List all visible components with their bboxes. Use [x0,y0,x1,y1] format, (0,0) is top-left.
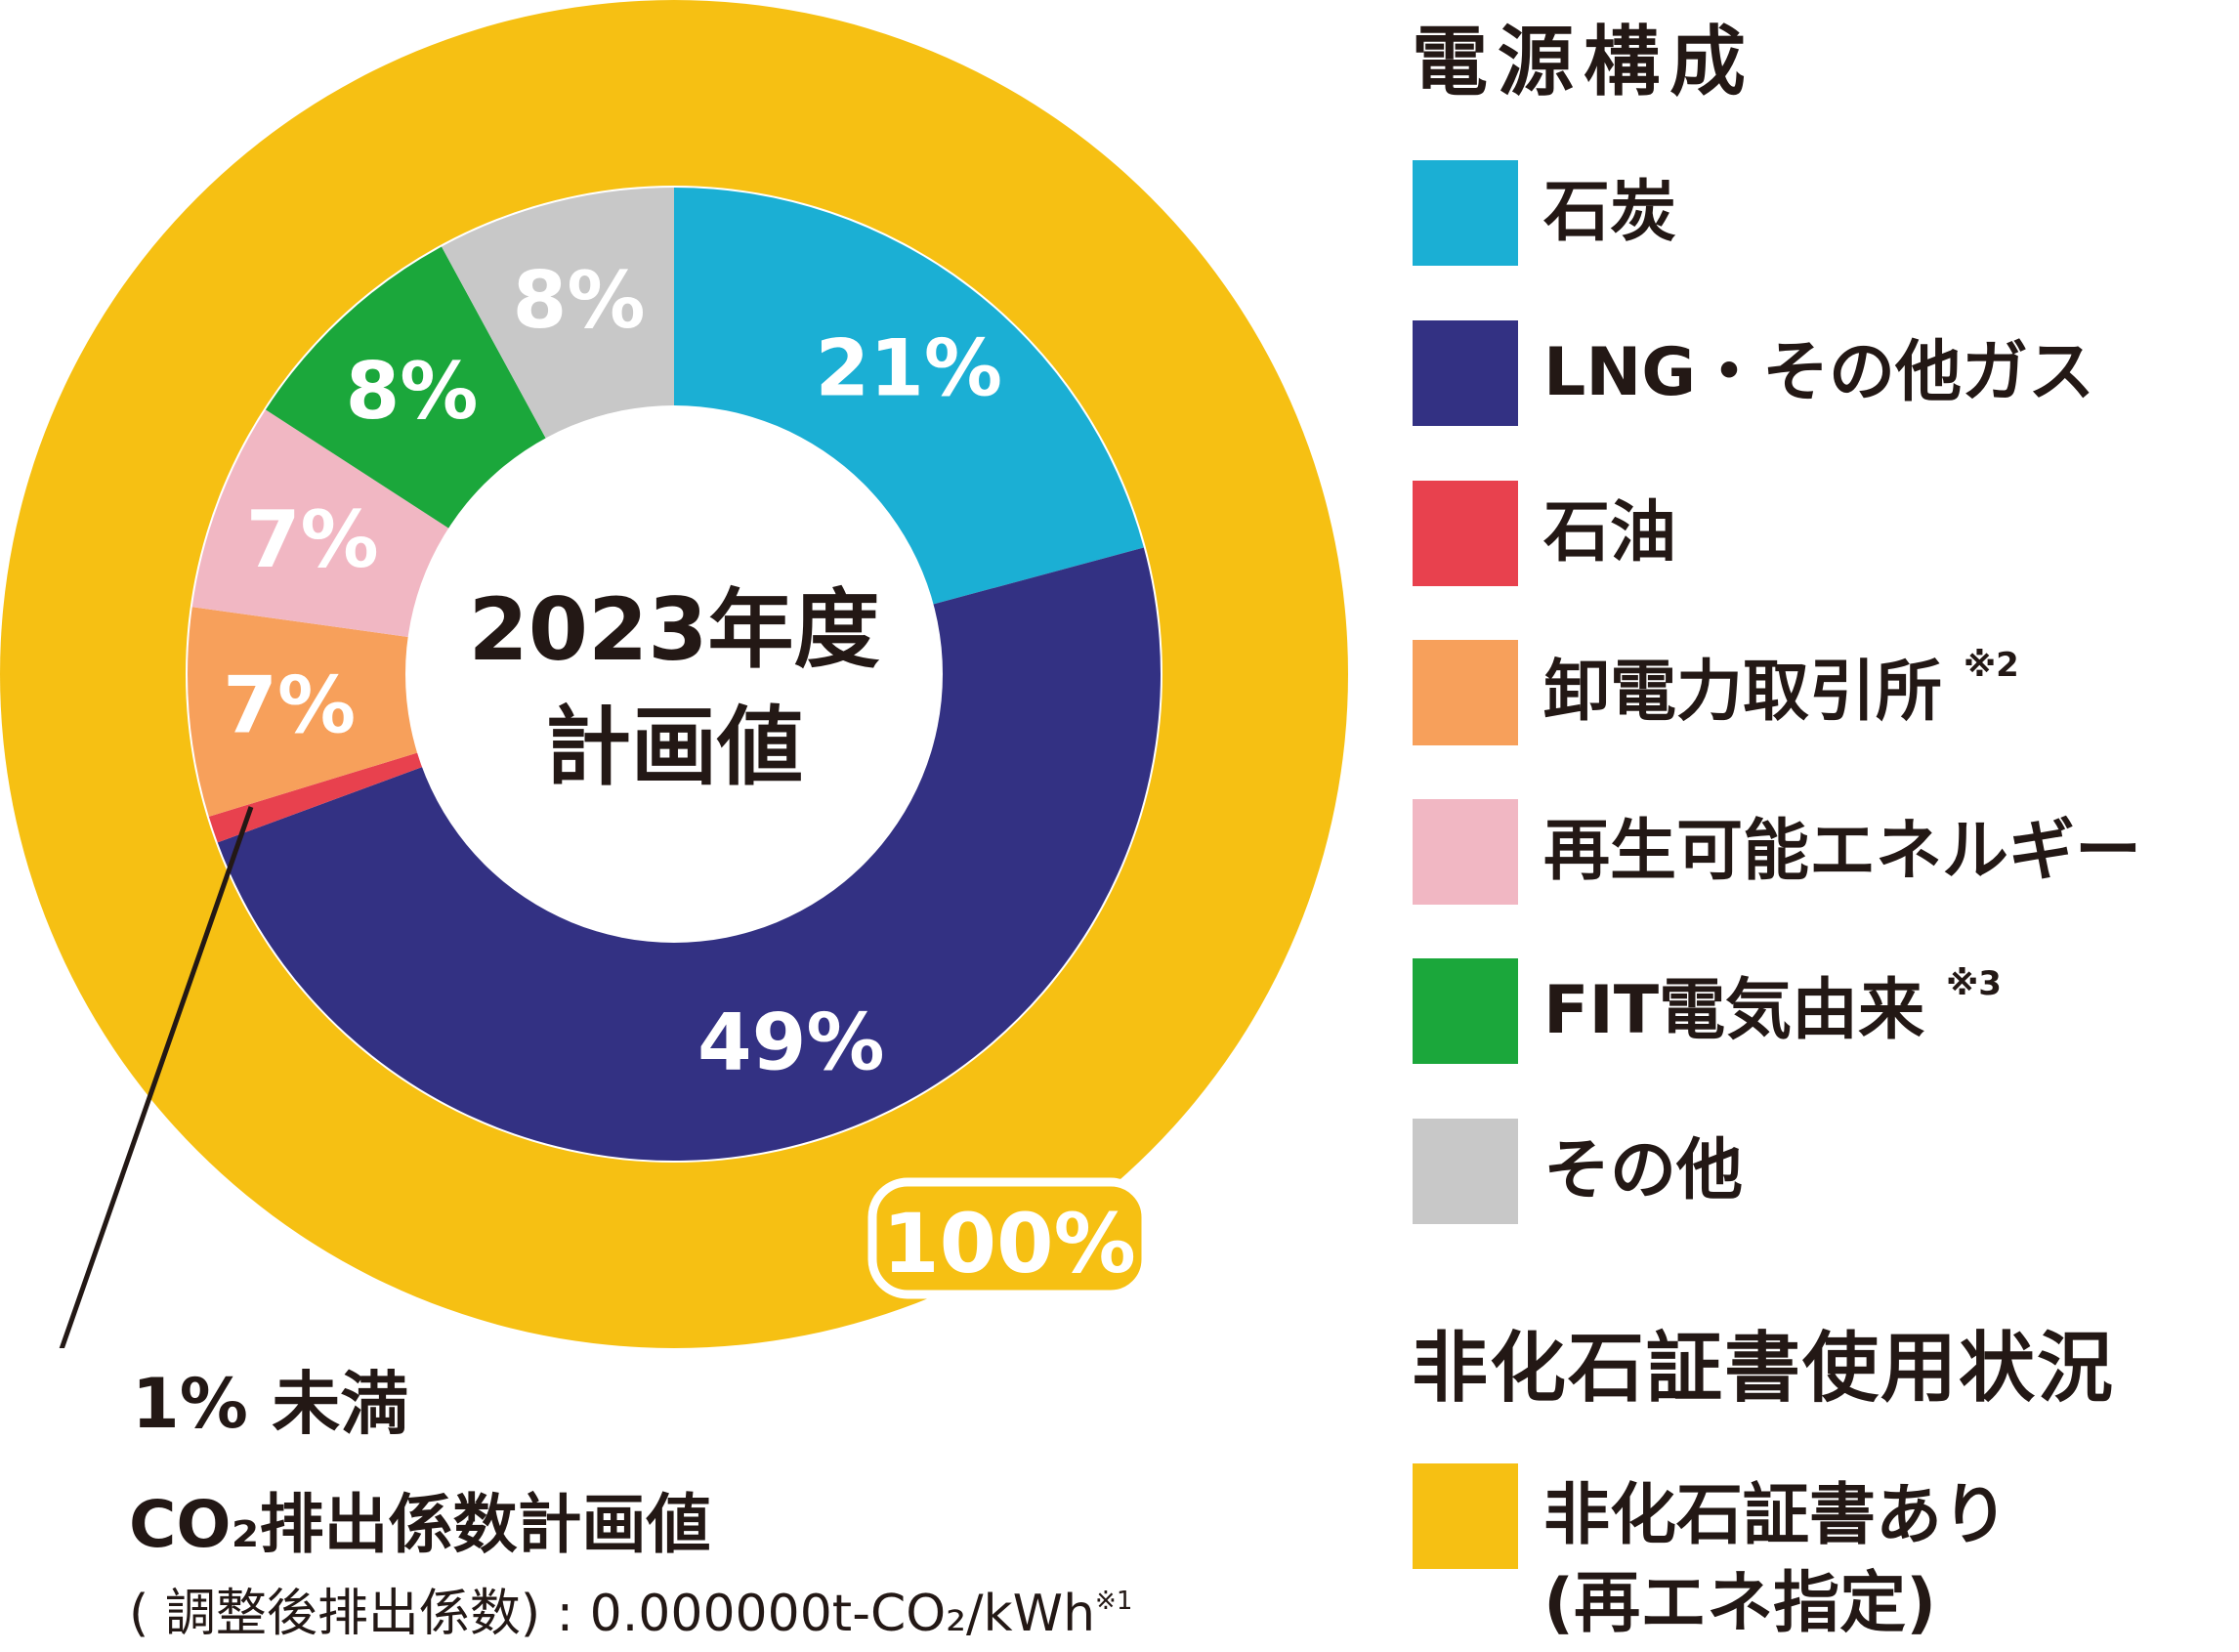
legend-swatch-certificate [1413,1463,1518,1569]
legend-swatch-other [1413,1119,1518,1224]
legend-item-renewable: 再生可能エネルギー [1413,799,2141,905]
legend-title-certificate: 非化石証書使用状況 [1412,1325,2116,1413]
outer-ring-value-badge: 100% [867,1177,1151,1299]
legend-swatch-coal [1413,160,1518,266]
legend-swatch-fit [1413,958,1518,1064]
donut-hole [405,405,943,943]
legend-swatch-oil [1413,481,1518,586]
legend-item-other: その他 [1413,1119,1743,1224]
legend-label-coal: 石炭 [1543,174,1677,251]
center-label-plan: 計画値 [545,697,803,797]
legend-title-power-mix: 電源構成 [1412,19,1756,106]
legend-swatch-exchange [1413,640,1518,745]
outer-ring-value-label: 100% [882,1196,1136,1292]
legend-item-exchange: 卸電力取引所 ※2 [1413,640,2019,745]
co2-detail-note: ※1 [1095,1587,1133,1616]
legend-label-lng: LNG・その他ガス [1543,334,2095,411]
co2-detail: ( 調整後排出係数) : 0.000000t-CO₂/kWh※1 [129,1588,1132,1639]
legend-label-certificate: 非化石証書あり [1543,1477,2009,1554]
center-label-year: 2023年度 [469,579,880,680]
slice-label-other: 8% [513,255,646,346]
legend-label-renewable: 再生可能エネルギー [1543,813,2142,890]
legend-swatch-renewable [1413,799,1518,905]
slice-label-lng: 49% [697,996,884,1087]
small-share-leader-line [59,806,254,1348]
legend-item-lng: LNG・その他ガス [1413,320,2094,426]
slice-label-coal: 21% [816,323,1002,414]
legend-item-fit: FIT電気由来 ※3 [1413,958,2002,1064]
legend-item-coal: 石炭 [1413,160,1676,266]
legend-note-exchange: ※2 [1964,646,2019,685]
legend-label-certificate-line2: (再エネ指定) [1543,1565,1937,1642]
legend-note-fit: ※3 [1946,964,2002,1003]
slice-labels: 21% 49% 7% 7% 8% 8% [223,255,1002,1087]
co2-title: CO₂排出係数計画値 [129,1487,711,1562]
slice-label-exchange: 7% [223,659,356,750]
legend-label-oil: 石油 [1543,494,1677,572]
slice-label-renewable: 7% [246,494,379,585]
legend-swatch-lng [1413,320,1518,426]
donut-chart: 21% 49% 7% 7% 8% 8% 2023年度 計画値 100% [0,0,1348,1348]
legend-item-certificate: 非化石証書あり [1413,1463,2008,1569]
slice-label-fit: 8% [346,346,479,437]
legend-label-fit: FIT電気由来 [1543,972,1925,1049]
legend-item-oil: 石油 [1413,481,1676,586]
small-share-label: 1% 未満 [132,1364,409,1444]
legend-label-other: その他 [1543,1132,1744,1209]
co2-detail-text: ( 調整後排出係数) : 0.000000t-CO₂/kWh [129,1585,1096,1643]
legend-label-exchange: 卸電力取引所 [1543,654,1943,731]
